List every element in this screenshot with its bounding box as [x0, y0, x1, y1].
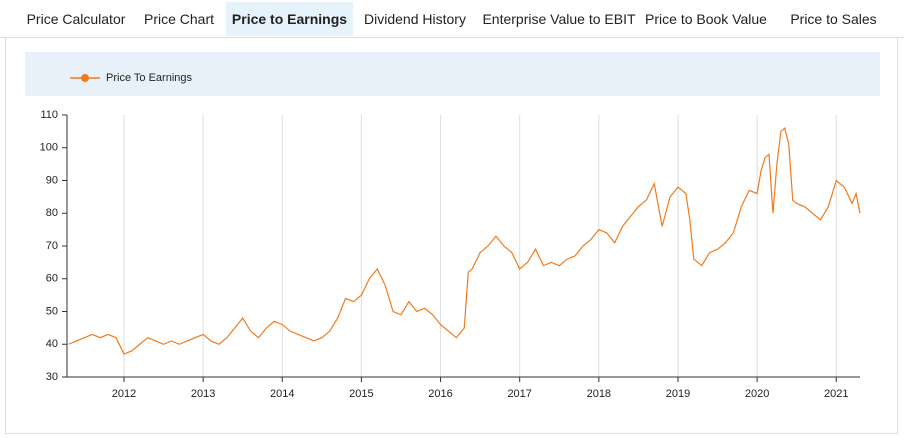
- x-tick-label: 2012: [112, 388, 136, 400]
- tab[interactable]: Price Calculator: [26, 11, 126, 27]
- y-tick-label: 30: [46, 371, 58, 383]
- tab[interactable]: Price to Book Value: [645, 11, 767, 27]
- line-series: [68, 127, 861, 355]
- legend-label: Price To Earnings: [106, 72, 193, 84]
- y-tick-label: 40: [46, 338, 58, 350]
- tab[interactable]: Dividend History: [364, 11, 466, 27]
- tab[interactable]: Enterprise Value to EBIT: [482, 11, 636, 27]
- chart-panel: [5, 38, 898, 434]
- tab[interactable]: Price Chart: [143, 11, 215, 27]
- y-tick-label: 50: [46, 305, 58, 317]
- y-tick-label: 70: [46, 240, 58, 252]
- y-tick-label: 60: [46, 273, 58, 285]
- tab[interactable]: Price to Earnings: [226, 2, 353, 36]
- tab-bar: Price Calculator Price Chart Price to Earn…: [0, 0, 904, 38]
- x-tick-label: 2013: [191, 388, 215, 400]
- y-tick-label: 80: [46, 207, 58, 219]
- x-tick-label: 2019: [666, 388, 690, 400]
- y-tick-label: 110: [40, 109, 58, 121]
- legend-band: [25, 52, 880, 96]
- y-tick-label: 90: [46, 174, 58, 186]
- x-tick-label: 2018: [587, 388, 611, 400]
- x-tick-label: 2020: [745, 388, 769, 400]
- x-tick-label: 2021: [824, 388, 848, 400]
- x-tick-label: 2017: [507, 388, 531, 400]
- x-tick-label: 2015: [349, 388, 373, 400]
- tab[interactable]: Price to Sales: [790, 11, 877, 27]
- y-tick-label: 100: [40, 142, 58, 154]
- legend-marker: [81, 74, 89, 82]
- x-tick-label: 2016: [428, 388, 452, 400]
- x-tick-label: 2014: [270, 388, 294, 400]
